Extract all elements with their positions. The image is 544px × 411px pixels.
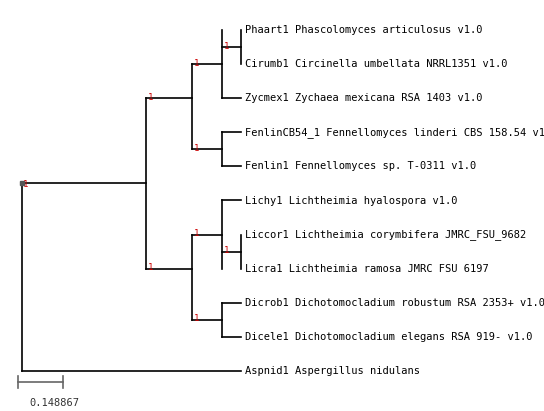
Text: Dicrob1 Dichotomocladium robustum RSA 2353+ v1.0: Dicrob1 Dichotomocladium robustum RSA 23… <box>244 298 544 307</box>
Text: Cirumb1 Circinella umbellata NRRL1351 v1.0: Cirumb1 Circinella umbellata NRRL1351 v1… <box>244 60 507 69</box>
Text: 1: 1 <box>148 263 153 272</box>
Text: Fenlin1 Fennellomyces sp. T-0311 v1.0: Fenlin1 Fennellomyces sp. T-0311 v1.0 <box>244 162 476 171</box>
Text: Liccor1 Lichtheimia corymbifera JMRC_FSU_9682: Liccor1 Lichtheimia corymbifera JMRC_FSU… <box>244 229 526 240</box>
Text: 1: 1 <box>194 229 199 238</box>
Text: 1: 1 <box>224 42 229 51</box>
Text: 1: 1 <box>194 60 199 68</box>
Text: 1: 1 <box>23 180 28 189</box>
Text: 1: 1 <box>224 247 229 256</box>
Text: 1: 1 <box>194 314 199 323</box>
Text: FenlinCB54_1 Fennellomyces linderi CBS 158.54 v1.0: FenlinCB54_1 Fennellomyces linderi CBS 1… <box>244 127 544 138</box>
Text: Lichy1 Lichtheimia hyalospora v1.0: Lichy1 Lichtheimia hyalospora v1.0 <box>244 196 457 206</box>
Text: Zycmex1 Zychaea mexicana RSA 1403 v1.0: Zycmex1 Zychaea mexicana RSA 1403 v1.0 <box>244 93 482 104</box>
Text: 0.148867: 0.148867 <box>29 398 79 408</box>
Text: Aspnid1 Aspergillus nidulans: Aspnid1 Aspergillus nidulans <box>244 365 419 376</box>
Text: Phaart1 Phascolomyces articulosus v1.0: Phaart1 Phascolomyces articulosus v1.0 <box>244 25 482 35</box>
Text: 1: 1 <box>148 93 153 102</box>
Text: Licra1 Lichtheimia ramosa JMRC FSU 6197: Licra1 Lichtheimia ramosa JMRC FSU 6197 <box>244 263 489 273</box>
Text: Dicele1 Dichotomocladium elegans RSA 919- v1.0: Dicele1 Dichotomocladium elegans RSA 919… <box>244 332 532 342</box>
Text: 1: 1 <box>194 144 199 153</box>
